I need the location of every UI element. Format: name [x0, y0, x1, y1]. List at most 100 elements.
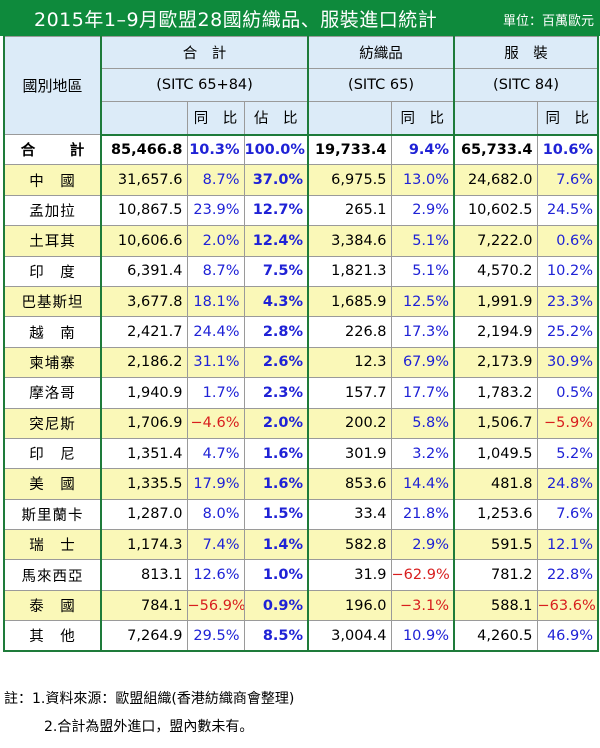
page-title: 2015年1–9月歐盟28國紡織品、服裝進口統計: [34, 8, 438, 31]
region-name: 印 尼: [3, 437, 102, 470]
apparel-value: 2,173.9: [453, 346, 538, 379]
textile-yoy: 13.0%: [390, 164, 455, 196]
apparel-value: 24,682.0: [453, 164, 538, 196]
total-yoy: −56.9%: [186, 589, 245, 622]
textile-yoy: 2.9%: [390, 194, 455, 227]
total-value: 1,351.4: [100, 437, 188, 470]
apparel-value: 7,222.0: [453, 225, 538, 257]
region-name: 土耳其: [3, 225, 102, 257]
region-name: 瑞 士: [3, 529, 102, 561]
total-value: 784.1: [100, 589, 188, 622]
total-share: 2.0%: [243, 407, 309, 439]
region-name: 越 南: [3, 316, 102, 348]
header-textile-sitc: (SITC 65): [307, 68, 455, 102]
header-blank-textile: [307, 101, 392, 136]
textile-yoy: 67.9%: [390, 346, 455, 379]
apparel-value: 1,991.9: [453, 285, 538, 318]
total-share: 37.0%: [243, 164, 309, 196]
apparel-value: 65,733.4: [453, 133, 538, 166]
import-table: 國別地區 合 計 紡織品 服 裝 (SITC 65+84) (SITC 65) …: [3, 36, 600, 653]
region-name: 美 國: [3, 468, 102, 500]
total-share: 1.4%: [243, 529, 309, 561]
textile-value: 6,975.5: [307, 164, 392, 196]
apparel-value: 781.2: [453, 559, 538, 591]
apparel-value: 2,194.9: [453, 316, 538, 348]
table-row: 越 南 2,421.7 24.4% 2.8% 226.8 17.3% 2,194.9 25.2…: [3, 316, 600, 348]
total-value: 10,606.6: [100, 225, 188, 257]
note-line-2: 2.合計為盟外進口，盟內數未有。: [44, 719, 254, 735]
apparel-value: 1,049.5: [453, 437, 538, 470]
apparel-yoy: 23.3%: [536, 285, 600, 318]
apparel-yoy: 10.2%: [536, 255, 600, 287]
textile-value: 157.7: [307, 377, 392, 409]
apparel-yoy: 25.2%: [536, 316, 600, 348]
table-row: 其 他 7,264.9 29.5% 8.5% 3,004.4 10.9% 4,260.5 46…: [3, 620, 600, 653]
total-share: 7.5%: [243, 255, 309, 287]
table-row: 泰 國 784.1 −56.9% 0.9% 196.0 −3.1% 588.1 −63.6%: [3, 589, 600, 622]
textile-yoy: 21.8%: [390, 498, 455, 531]
header-apparel-sitc: (SITC 84): [453, 68, 600, 102]
table-row: 柬埔寨 2,186.2 31.1% 2.6% 12.3 67.9% 2,173.9 30.9%: [3, 346, 600, 379]
textile-value: 853.6: [307, 468, 392, 500]
header-row-2: (SITC 65+84) (SITC 65) (SITC 84): [4, 68, 600, 102]
total-value: 7,264.9: [100, 620, 188, 653]
textile-yoy: 17.3%: [390, 316, 455, 348]
textile-yoy: −3.1%: [390, 589, 455, 622]
unit-label: 單位：百萬歐元: [502, 14, 594, 29]
total-yoy: −4.6%: [186, 407, 245, 439]
apparel-yoy: 12.1%: [536, 529, 600, 561]
apparel-yoy: −5.9%: [536, 407, 600, 439]
textile-value: 265.1: [307, 194, 392, 227]
textile-value: 301.9: [307, 437, 392, 470]
textile-yoy: −62.9%: [390, 559, 455, 591]
header-textile: 紡織品: [307, 36, 455, 69]
apparel-value: 4,570.2: [453, 255, 538, 287]
note-line-1: 註：1.資料來源：歐盟組織(香港紡織商會整理): [4, 691, 295, 707]
apparel-value: 481.8: [453, 468, 538, 500]
total-value: 31,657.6: [100, 164, 188, 196]
region-name: 馬來西亞: [3, 559, 102, 591]
total-share: 2.8%: [243, 316, 309, 348]
table-row: 摩洛哥 1,940.9 1.7% 2.3% 157.7 17.7% 1,783.2 0.5%: [3, 377, 600, 409]
table-row: 印 尼 1,351.4 4.7% 1.6% 301.9 3.2% 1,049.5 5.2%: [3, 437, 600, 470]
total-share: 1.6%: [243, 437, 309, 470]
textile-value: 1,685.9: [307, 285, 392, 318]
total-share: 2.6%: [243, 346, 309, 379]
table-row: 突尼斯 1,706.9 −4.6% 2.0% 200.2 5.8% 1,506.7 −5.9%: [3, 407, 600, 439]
header-blank-apparel: [453, 101, 538, 136]
total-value: 1,940.9: [100, 377, 188, 409]
total-yoy: 18.1%: [186, 285, 245, 318]
region-name: 斯里蘭卡: [3, 498, 102, 531]
apparel-yoy: 22.8%: [536, 559, 600, 591]
apparel-value: 10,602.5: [453, 194, 538, 227]
textile-yoy: 2.9%: [390, 529, 455, 561]
total-yoy: 10.3%: [186, 133, 245, 166]
header-apparel-yoy: 同 比: [536, 101, 600, 136]
total-value: 85,466.8: [100, 133, 188, 166]
total-yoy: 24.4%: [186, 316, 245, 348]
header-row-3: 同 比 佔 比 同 比 同 比: [4, 101, 600, 136]
table-row: 美 國 1,335.5 17.9% 1.6% 853.6 14.4% 481.8 24.8%: [3, 468, 600, 500]
textile-yoy: 5.8%: [390, 407, 455, 439]
region-name: 巴基斯坦: [3, 285, 102, 318]
total-yoy: 2.0%: [186, 225, 245, 257]
notes: 註：1.資料來源：歐盟組織(香港紡織商會整理) 2.合計為盟外進口，盟內數未有。: [4, 685, 294, 741]
total-share: 4.3%: [243, 285, 309, 318]
total-yoy: 29.5%: [186, 620, 245, 653]
header-region: 國別地區: [3, 36, 102, 135]
header-total-yoy: 同 比: [186, 101, 245, 136]
apparel-yoy: 0.6%: [536, 225, 600, 257]
textile-value: 19,733.4: [307, 133, 392, 166]
apparel-value: 1,253.6: [453, 498, 538, 531]
textile-yoy: 3.2%: [390, 437, 455, 470]
region-name: 泰 國: [3, 589, 102, 622]
total-yoy: 12.6%: [186, 559, 245, 591]
total-value: 2,421.7: [100, 316, 188, 348]
table-row: 瑞 士 1,174.3 7.4% 1.4% 582.8 2.9% 591.5 12.1%: [3, 529, 600, 561]
table-row: 中 國 31,657.6 8.7% 37.0% 6,975.5 13.0% 24,682.0…: [3, 164, 600, 196]
region-name: 摩洛哥: [3, 377, 102, 409]
table-row: 印 度 6,391.4 8.7% 7.5% 1,821.3 5.1% 4,570.2 10.2…: [3, 255, 600, 287]
apparel-yoy: 5.2%: [536, 437, 600, 470]
textile-value: 196.0: [307, 589, 392, 622]
table-row: 馬來西亞 813.1 12.6% 1.0% 31.9 −62.9% 781.2 22.8%: [3, 559, 600, 591]
